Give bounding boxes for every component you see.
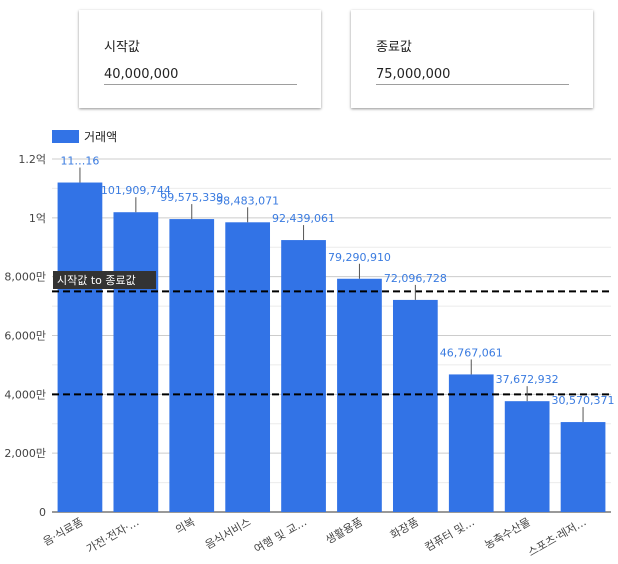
chart-legend: 거래액 <box>52 130 117 144</box>
end-value-label: 종료값 <box>376 40 412 55</box>
data-label: 46,767,061 <box>440 346 503 359</box>
data-label: 72,096,728 <box>384 272 447 285</box>
x-tick-label: 여행 및 교… <box>252 515 309 556</box>
bar[interactable] <box>337 278 382 512</box>
legend-swatch <box>52 130 79 143</box>
bar[interactable] <box>57 182 103 513</box>
end-value-card: 종료값 <box>351 10 593 108</box>
x-tick-label: 가전·전자·… <box>84 515 141 556</box>
y-tick-label: 0 <box>39 506 46 519</box>
data-label: 99,575,339 <box>160 191 223 204</box>
x-tick-label: 스포츠·레저… <box>526 515 589 559</box>
x-tick-label: 의복 <box>173 515 197 536</box>
data-label: 98,483,071 <box>216 194 279 207</box>
start-value-input[interactable] <box>104 64 297 85</box>
data-label: 11…16 <box>60 155 99 168</box>
y-tick-label: 4,000만 <box>4 388 46 401</box>
y-tick-label: 6,000만 <box>4 330 46 343</box>
legend-label: 거래액 <box>84 130 117 144</box>
data-label: 92,439,061 <box>272 212 335 225</box>
y-tick-label: 1억 <box>29 212 46 225</box>
range-label: 시작값 to 종료값 <box>57 274 136 287</box>
bar[interactable] <box>169 219 215 512</box>
data-label: 30,570,371 <box>552 394 615 407</box>
range-annotation: 시작값 to 종료값 <box>53 271 156 289</box>
bar[interactable] <box>448 374 494 512</box>
x-tick-label: 농축수산물 <box>482 515 532 552</box>
start-value-label: 시작값 <box>104 40 140 55</box>
thresholds <box>52 290 611 396</box>
y-tick-label: 1.2억 <box>18 153 46 166</box>
y-tick-label: 2,000만 <box>4 447 46 460</box>
bar[interactable] <box>225 222 271 512</box>
end-value-input[interactable] <box>376 64 569 85</box>
bar[interactable] <box>560 422 606 512</box>
start-value-card: 시작값 <box>79 10 321 108</box>
bar[interactable] <box>113 212 159 512</box>
data-label: 79,290,910 <box>328 251 391 264</box>
data-label: 37,672,932 <box>496 373 559 386</box>
bar[interactable] <box>504 401 550 512</box>
x-tick-label: 음식서비스 <box>203 515 253 552</box>
x-tick-label: 음·식료품 <box>41 515 86 548</box>
bar[interactable] <box>392 299 438 512</box>
x-tick-label: 컴퓨터 및… <box>423 515 477 554</box>
bars <box>57 182 606 513</box>
x-tick-label: 생활용품 <box>323 514 365 546</box>
data-label: 101,909,744 <box>101 184 171 197</box>
y-tick-label: 8,000만 <box>4 271 46 284</box>
range-label-bg <box>53 271 156 289</box>
x-tick-label: 화장품 <box>388 515 421 541</box>
bar[interactable] <box>281 240 326 513</box>
